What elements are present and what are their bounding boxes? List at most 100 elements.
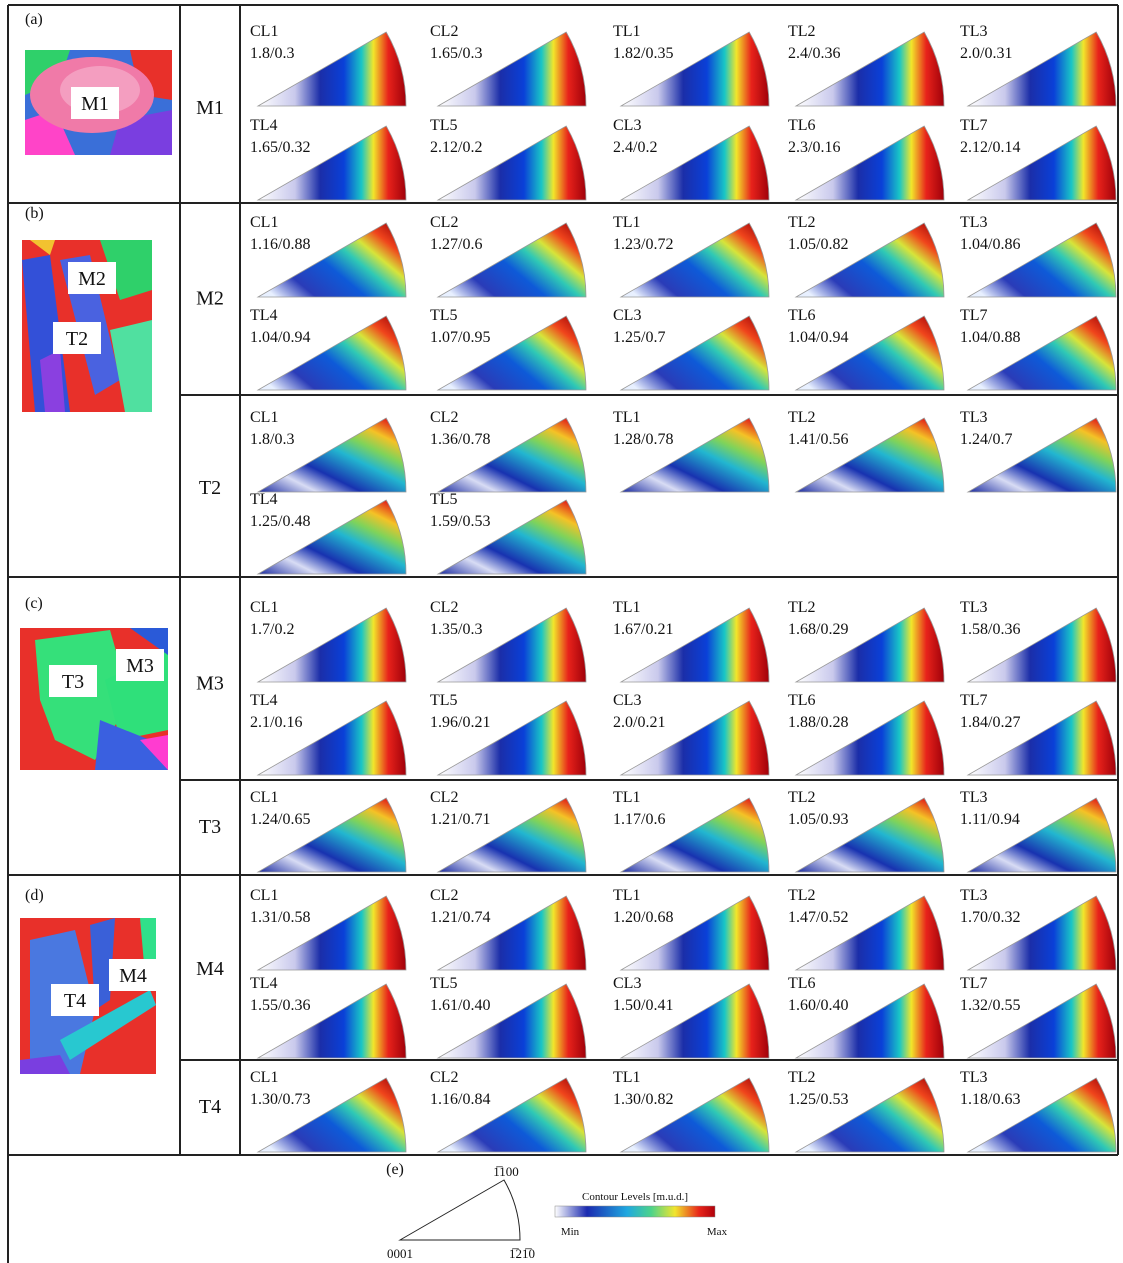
plot-name: CL1 [250, 1069, 278, 1086]
plot-value: 1.84/0.27 [960, 714, 1020, 731]
plot-value: 1.70/0.32 [960, 909, 1020, 926]
plot-name: CL3 [613, 975, 641, 992]
plot-name: TL1 [613, 23, 641, 40]
group-label: M2 [196, 288, 224, 310]
plot-name: TL6 [788, 975, 816, 992]
plot-name: TL2 [788, 789, 816, 806]
plot-name: TL2 [788, 1069, 816, 1086]
pole-figure [968, 896, 1116, 970]
pole-figure [621, 316, 769, 390]
plot-value: 1.32/0.55 [960, 997, 1020, 1014]
plot-value: 1.16/0.84 [430, 1091, 490, 1108]
plot-value: 1.27/0.6 [430, 236, 482, 253]
plot-name: TL5 [430, 307, 458, 324]
plot-value: 1.04/0.94 [250, 329, 310, 346]
plot-name: TL7 [960, 692, 988, 709]
plot-name: TL1 [613, 887, 641, 904]
plot-value: 1.25/0.53 [788, 1091, 848, 1108]
plot-name: TL4 [250, 307, 278, 324]
pole-figure [796, 126, 944, 200]
map-label: T3 [62, 671, 84, 693]
plot-name: TL6 [788, 692, 816, 709]
ipf-key [400, 1180, 715, 1240]
plot-value: 2.4/0.36 [788, 45, 840, 62]
plot-value: 1.96/0.21 [430, 714, 490, 731]
plot-value: 1.04/0.86 [960, 236, 1020, 253]
plot-name: TL3 [960, 887, 988, 904]
group-label: T2 [199, 477, 221, 499]
map-label: M1 [81, 93, 109, 115]
pole-figure [968, 126, 1116, 200]
plot-value: 1.60/0.40 [788, 997, 848, 1014]
plot-name: CL2 [430, 409, 458, 426]
plot-value: 1.21/0.74 [430, 909, 490, 926]
pole-figure [438, 126, 586, 200]
plot-value: 1.55/0.36 [250, 997, 310, 1014]
pole-figure [438, 896, 586, 970]
pole-figure [796, 701, 944, 775]
plot-name: CL1 [250, 789, 278, 806]
plot-name: CL2 [430, 599, 458, 616]
pole-figure [796, 223, 944, 297]
plot-value: 1.21/0.71 [430, 811, 490, 828]
plot-value: 1.30/0.73 [250, 1091, 310, 1108]
plot-name: TL6 [788, 307, 816, 324]
plot-name: TL7 [960, 307, 988, 324]
pole-figure [438, 1078, 586, 1152]
pole-figure [258, 418, 406, 492]
plot-value: 1.07/0.95 [430, 329, 490, 346]
plot-name: TL1 [613, 214, 641, 231]
pole-figure [796, 984, 944, 1058]
plot-name: TL6 [788, 117, 816, 134]
plot-name: CL2 [430, 887, 458, 904]
plot-name: TL3 [960, 23, 988, 40]
map-label: M2 [78, 268, 106, 290]
pole-figure [621, 1078, 769, 1152]
pole-figure [968, 798, 1116, 872]
plot-name: TL4 [250, 491, 278, 508]
pole-figure [796, 1078, 944, 1152]
pole-figure [968, 701, 1116, 775]
pole-figure [968, 608, 1116, 682]
plot-name: TL4 [250, 692, 278, 709]
group-label: M4 [196, 958, 224, 980]
plot-value: 1.04/0.88 [960, 329, 1020, 346]
plot-value: 2.0/0.21 [613, 714, 665, 731]
plot-value: 1.7/0.2 [250, 621, 294, 638]
pole-figure [258, 984, 406, 1058]
plot-value: 2.4/0.2 [613, 139, 657, 156]
plot-name: CL1 [250, 887, 278, 904]
pole-figure [968, 418, 1116, 492]
plot-name: CL3 [613, 307, 641, 324]
map-label: T4 [64, 990, 86, 1012]
plot-value: 1.05/0.82 [788, 236, 848, 253]
pole-figure [968, 32, 1116, 106]
plot-value: 2.12/0.2 [430, 139, 482, 156]
pole-figure [621, 984, 769, 1058]
plot-name: CL2 [430, 789, 458, 806]
legend-max: Max [707, 1226, 728, 1238]
plot-value: 1.25/0.48 [250, 513, 310, 530]
pole-label: 1̅21̅0 [509, 1246, 535, 1261]
pole-figure [968, 1078, 1116, 1152]
plot-value: 1.59/0.53 [430, 513, 490, 530]
pole-figure [796, 32, 944, 106]
plot-value: 1.16/0.88 [250, 236, 310, 253]
plot-value: 1.31/0.58 [250, 909, 310, 926]
map-label: M4 [119, 965, 147, 987]
plot-value: 1.61/0.40 [430, 997, 490, 1014]
plot-name: TL2 [788, 23, 816, 40]
plot-value: 1.41/0.56 [788, 431, 848, 448]
panel-label: (e) [386, 1161, 404, 1178]
plot-value: 2.1/0.16 [250, 714, 302, 731]
plot-value: 1.11/0.94 [960, 811, 1020, 828]
pole-label: 1̅100 [493, 1164, 519, 1179]
plot-value: 1.20/0.68 [613, 909, 673, 926]
pole-figure [258, 1078, 406, 1152]
pole-figure [438, 223, 586, 297]
map-label: T2 [66, 328, 88, 350]
color-bar [555, 1206, 715, 1217]
pole-figure [796, 896, 944, 970]
pole-figure [258, 126, 406, 200]
group-label: M1 [196, 97, 224, 119]
